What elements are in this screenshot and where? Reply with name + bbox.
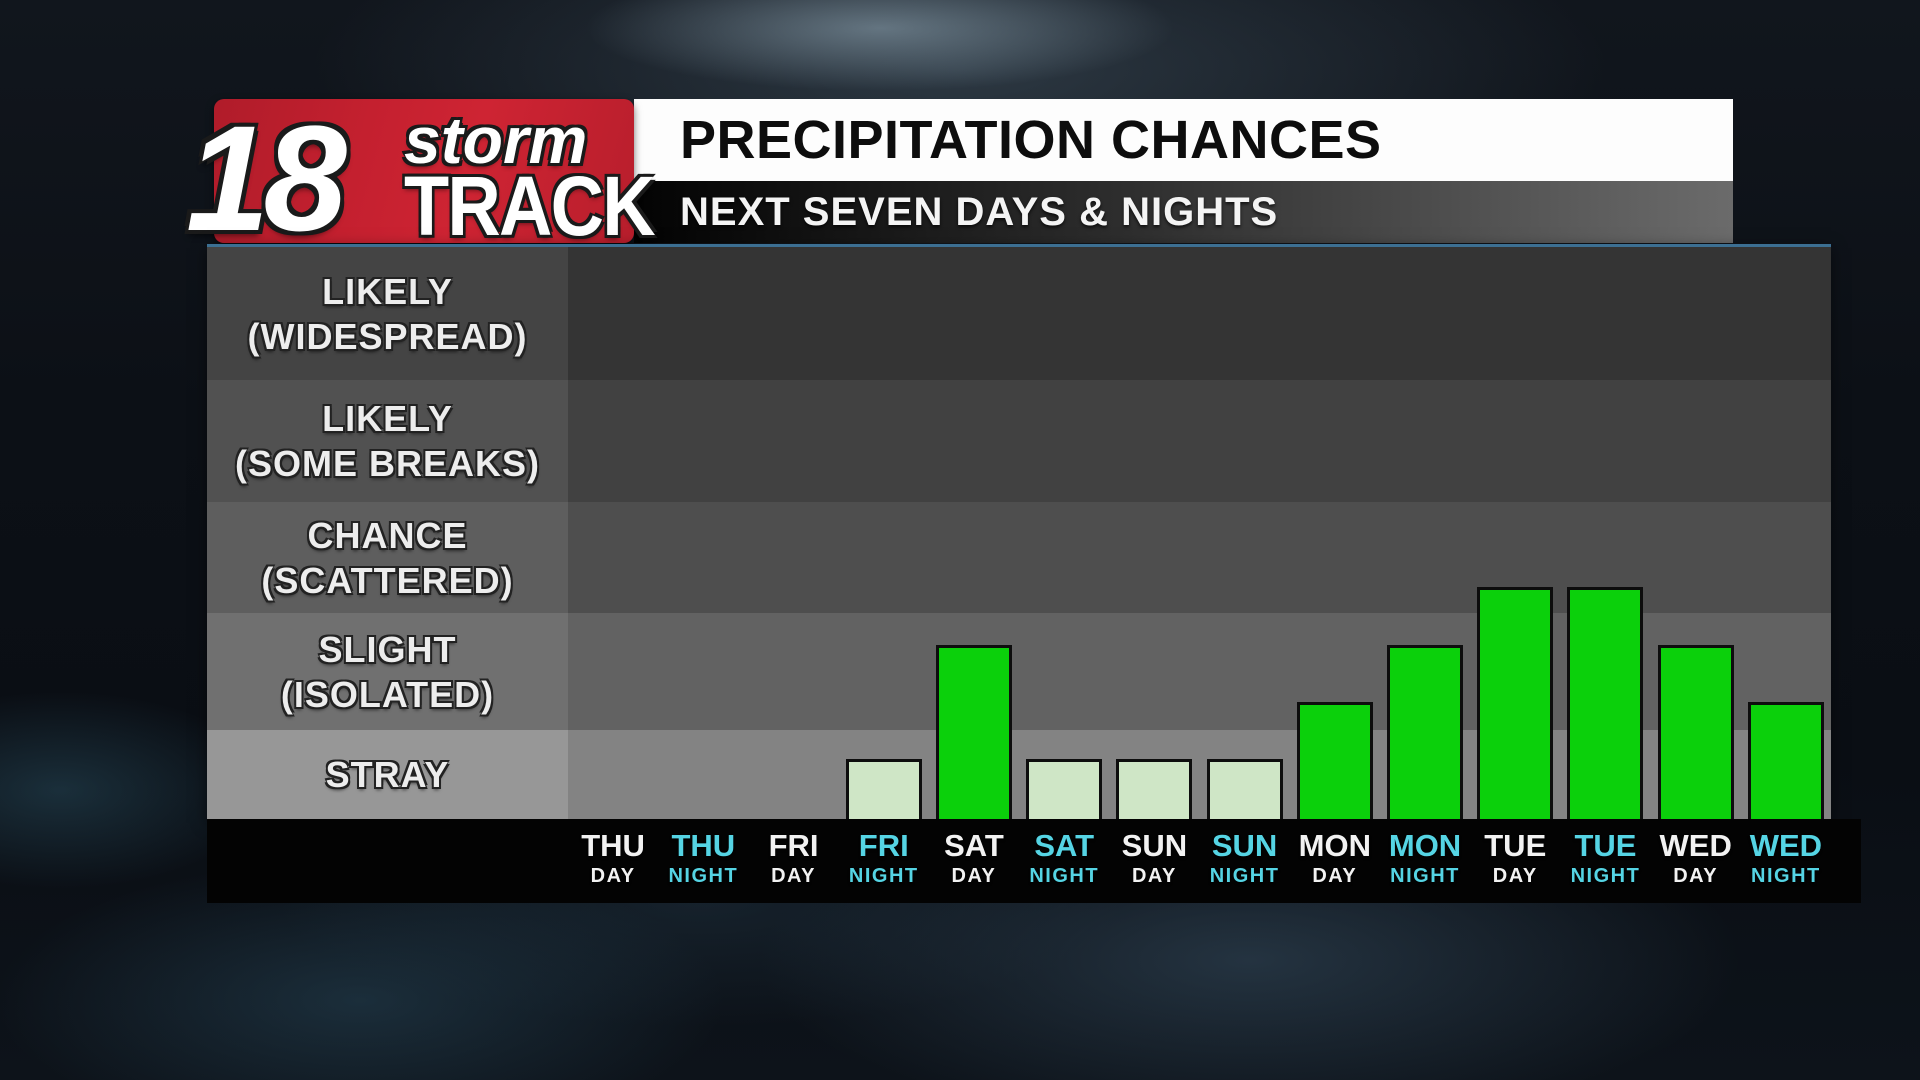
bar-sat-day: [935, 645, 1012, 819]
axis-period-text: NIGHT: [1751, 864, 1821, 887]
row-label-line1: CHANCE: [307, 514, 468, 556]
axis-label-thu-night: THU NIGHT: [668, 828, 739, 887]
axis-day-text: FRI: [768, 828, 819, 863]
row-label-line2: (SOME BREAKS): [234, 443, 540, 484]
axis-label-thu-day: THU DAY: [581, 828, 645, 887]
axis-label-sun-day: SUN DAY: [1121, 828, 1188, 887]
axis-period-text: DAY: [1312, 864, 1358, 887]
station-logo: 18 storm TRACK: [186, 99, 656, 253]
axis-day-text: TUE: [1574, 828, 1637, 863]
row-label-line2: (WIDESPREAD): [247, 315, 528, 357]
axis-label-fri-night: FRI NIGHT: [848, 828, 919, 887]
axis-day-text: THU: [581, 828, 645, 863]
row-label-line2: (ISOLATED): [280, 673, 495, 715]
bar-mon-day: [1296, 702, 1373, 819]
axis-label-mon-night: MON NIGHT: [1388, 828, 1462, 887]
row-label-stray: STRAY: [207, 730, 568, 819]
row-label-line1: SLIGHT: [318, 628, 457, 670]
axis-day-text: SAT: [944, 828, 1004, 863]
axis-label-sat-night: SAT NIGHT: [1029, 828, 1100, 887]
grid-row: LIKELY (SOME BREAKS): [207, 380, 1831, 502]
axis-label-tue-night: TUE NIGHT: [1570, 828, 1641, 887]
axis-day-text: SUN: [1211, 828, 1278, 863]
page-title: PRECIPITATION CHANCES: [680, 110, 1382, 170]
subtitle-bar: NEXT SEVEN DAYS & NIGHTS: [634, 181, 1733, 243]
axis-day-text: THU: [671, 828, 736, 863]
bar-sun-day: [1116, 759, 1193, 819]
grid-row: LIKELY (WIDESPREAD): [207, 247, 1831, 380]
axis-label-sat-day: SAT DAY: [944, 828, 1004, 887]
logo-channel-number: 18: [186, 94, 347, 262]
axis-day-text: SUN: [1121, 828, 1188, 863]
axis-label-wed-day: WED DAY: [1659, 828, 1732, 887]
axis-period-text: NIGHT: [1570, 864, 1641, 887]
axis-label-tue-day: TUE DAY: [1484, 828, 1547, 887]
x-axis-bar: THU DAY THU NIGHT FRI DAY FRI NIGHT SAT DAY SAT NIG…: [207, 819, 1861, 903]
logo-wordmark: storm TRACK: [404, 103, 688, 253]
bar-tue-night: [1567, 587, 1644, 819]
title-bar: PRECIPITATION CHANCES: [634, 99, 1733, 181]
axis-period-text: DAY: [1492, 864, 1538, 887]
axis-label-sun-night: SUN NIGHT: [1209, 828, 1280, 887]
axis-day-text: WED: [1659, 828, 1732, 863]
axis-period-text: NIGHT: [1029, 864, 1100, 887]
axis-day-text: TUE: [1484, 828, 1547, 863]
row-label-chance: CHANCE (SCATTERED): [207, 502, 568, 613]
bar-wed-night: [1747, 702, 1824, 819]
row-label-likely: LIKELY (WIDESPREAD): [207, 247, 568, 380]
row-label-slight: SLIGHT (ISOLATED): [207, 613, 568, 730]
row-label-line1: LIKELY: [322, 270, 453, 312]
axis-label-mon-day: MON DAY: [1298, 828, 1371, 887]
bar-sun-night: [1206, 759, 1283, 819]
row-label-line2: (SCATTERED): [261, 559, 514, 601]
bar-fri-night: [845, 759, 922, 819]
axis-period-text: NIGHT: [1209, 864, 1280, 887]
axis-label-fri-day: FRI DAY: [768, 828, 819, 887]
logo-track-text: TRACK: [404, 158, 656, 253]
row-label-line1: STRAY: [325, 754, 450, 795]
axis-label-wed-night: WED NIGHT: [1749, 828, 1823, 887]
axis-day-text: FRI: [858, 828, 909, 863]
axis-period-text: DAY: [951, 864, 997, 887]
bar-wed-day: [1657, 645, 1734, 819]
axis-period-text: NIGHT: [1390, 864, 1460, 887]
axis-day-text: SAT: [1034, 828, 1095, 863]
bar-mon-night: [1387, 645, 1464, 819]
axis-day-text: WED: [1749, 828, 1823, 863]
axis-period-text: DAY: [771, 864, 816, 887]
row-label-line1: LIKELY: [322, 398, 453, 439]
page-subtitle: NEXT SEVEN DAYS & NIGHTS: [680, 189, 1279, 234]
axis-period-text: DAY: [1131, 864, 1177, 887]
bar-sat-night: [1026, 759, 1103, 819]
axis-day-text: MON: [1298, 828, 1371, 863]
row-band: [568, 380, 1831, 502]
axis-period-text: DAY: [590, 864, 636, 887]
bar-tue-day: [1477, 587, 1554, 819]
row-label-likely: LIKELY (SOME BREAKS): [207, 380, 568, 502]
axis-day-text: MON: [1388, 828, 1462, 863]
chart-bars: [568, 247, 1831, 819]
axis-period-text: NIGHT: [668, 864, 739, 887]
row-band: [568, 247, 1831, 380]
axis-period-text: NIGHT: [848, 864, 919, 887]
logo-storm-text: storm: [404, 103, 588, 177]
axis-period-text: DAY: [1673, 864, 1719, 887]
